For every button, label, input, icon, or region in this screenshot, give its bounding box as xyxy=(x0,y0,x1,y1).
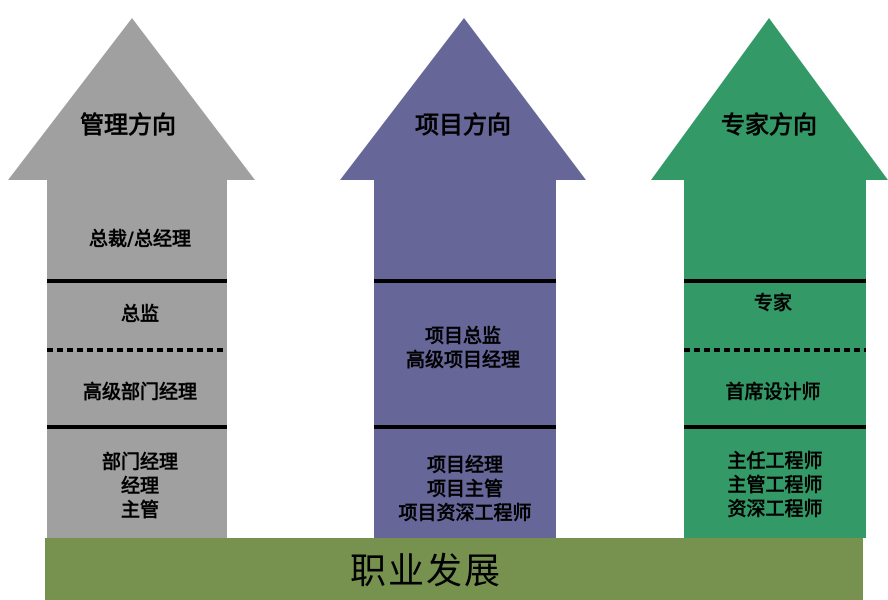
management-level-4-line-2: 经理 xyxy=(121,474,159,497)
expert-level-3-line-1: 主任工程师 xyxy=(727,449,822,472)
management-level-4-line-3: 主管 xyxy=(121,498,159,521)
expert-arrow-title: 专家方向 xyxy=(721,111,817,139)
project-arrow-shape xyxy=(340,18,586,538)
project-level-1-line-1: 项目总监 xyxy=(425,324,501,347)
career-development-label: 职业发展 xyxy=(350,551,502,592)
project-level-2-line-3: 项目资深工程师 xyxy=(398,501,531,524)
project-level-2-line-1: 项目经理 xyxy=(427,453,503,476)
expert-level-3-line-3: 资深工程师 xyxy=(727,497,822,520)
management-arrow-shape xyxy=(8,18,255,538)
expert-arrow-shape xyxy=(651,18,888,538)
project-arrow: 项目方向 项目总监 高级项目经理 项目经理 项目主管 项目资深工程师 xyxy=(340,18,586,538)
expert-level-2-label: 首席设计师 xyxy=(725,380,820,403)
career-development-base xyxy=(45,538,863,600)
project-arrow-title: 项目方向 xyxy=(415,111,511,139)
management-arrow-title: 管理方向 xyxy=(80,111,176,139)
management-level-3-label: 高级部门经理 xyxy=(83,380,197,403)
expert-arrow: 专家方向 专家 首席设计师 主任工程师 主管工程师 资深工程师 xyxy=(651,18,888,538)
management-level-2-label: 总监 xyxy=(121,302,159,325)
project-level-1-line-2: 高级项目经理 xyxy=(406,348,520,371)
management-arrow: 管理方向 总裁/总经理 总监 高级部门经理 部门经理 经理 主管 xyxy=(8,18,255,538)
expert-level-1-label: 专家 xyxy=(754,291,793,314)
management-level-4-line-1: 部门经理 xyxy=(102,450,178,473)
project-level-2-line-2: 项目主管 xyxy=(427,477,503,500)
expert-level-3-line-2: 主管工程师 xyxy=(727,473,822,496)
management-level-1-label: 总裁/总经理 xyxy=(89,227,191,250)
